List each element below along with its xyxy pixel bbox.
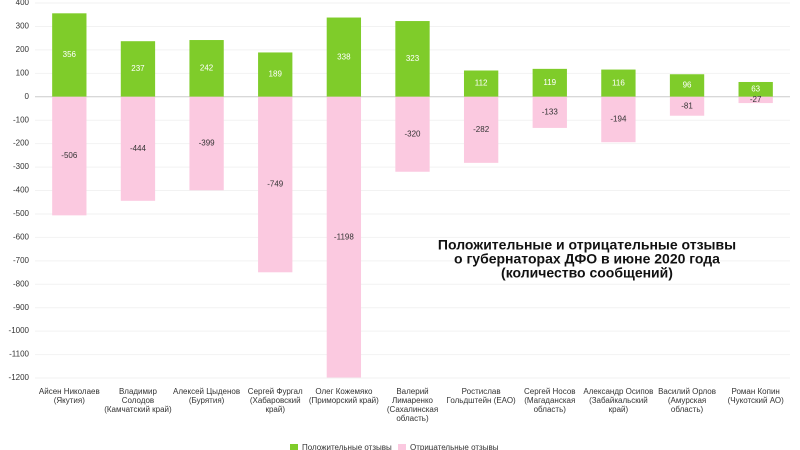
data-label: -194 xyxy=(610,115,627,124)
data-label: -1198 xyxy=(334,232,354,241)
x-tick-label: Солодов xyxy=(122,396,154,405)
legend-swatch xyxy=(398,444,406,450)
y-tick-label: 0 xyxy=(25,92,30,101)
y-tick-label: -300 xyxy=(13,162,30,171)
chart-title: о губернаторах ДФО в июне 2020 года xyxy=(454,251,720,267)
y-tick-label: -100 xyxy=(13,115,30,124)
bar xyxy=(601,96,636,143)
x-tick-label: (Бурятия) xyxy=(189,396,225,405)
x-tick-label: Олег Кожемяко xyxy=(315,387,373,396)
y-tick-label: -400 xyxy=(13,186,30,195)
y-tick-label: -200 xyxy=(13,139,30,148)
data-label: -749 xyxy=(267,180,284,189)
x-tick-label: Владимир xyxy=(119,387,158,396)
y-tick-label: -800 xyxy=(13,279,30,288)
data-label: 116 xyxy=(612,78,625,87)
bar xyxy=(738,96,773,104)
x-tick-label: (Забайкальский xyxy=(589,396,648,405)
bar xyxy=(669,74,705,97)
data-label: 96 xyxy=(683,81,692,90)
bar xyxy=(738,81,773,97)
data-label: 242 xyxy=(200,64,214,73)
y-tick-label: -700 xyxy=(13,256,30,265)
bar xyxy=(532,96,567,128)
bar xyxy=(189,96,224,191)
x-tick-label: Алексей Цыденов xyxy=(173,387,240,396)
x-tick-label: край) xyxy=(265,405,285,414)
bar xyxy=(258,96,293,273)
x-tick-label: область) xyxy=(671,405,704,414)
data-label: 356 xyxy=(63,50,77,59)
x-tick-label: (Магаданская xyxy=(524,396,575,405)
data-label: -81 xyxy=(681,101,693,110)
data-label: 119 xyxy=(543,78,556,87)
y-tick-label: -1100 xyxy=(9,350,29,359)
bar xyxy=(601,69,636,97)
y-tick-label: 100 xyxy=(16,68,30,77)
data-label: -282 xyxy=(473,125,490,134)
y-tick-label: -500 xyxy=(13,209,30,218)
chart-title: (количество сообщений) xyxy=(501,265,673,281)
data-label: -320 xyxy=(404,129,421,138)
x-tick-label: Гольдштейн (ЕАО) xyxy=(447,396,517,405)
data-label: -506 xyxy=(61,151,78,160)
data-label: 112 xyxy=(475,79,488,88)
bar xyxy=(326,96,362,378)
y-tick-label: -600 xyxy=(13,232,30,241)
bar xyxy=(189,40,224,97)
x-tick-label: (Чукотский АО) xyxy=(728,396,784,405)
y-tick-label: -900 xyxy=(13,303,30,312)
bar xyxy=(463,70,499,97)
y-tick-label: 400 xyxy=(16,0,30,7)
chart-title: Положительные и отрицательные отзывы xyxy=(438,237,736,253)
x-tick-label: Василий Орлов xyxy=(658,387,716,396)
data-label: -133 xyxy=(542,107,559,116)
x-tick-label: (Амурская xyxy=(668,396,706,405)
bar xyxy=(52,13,87,97)
x-tick-label: край) xyxy=(609,405,629,414)
x-tick-label: (Якутия) xyxy=(54,396,85,405)
data-label: -27 xyxy=(750,95,762,104)
x-tick-label: Роман Копин xyxy=(732,387,780,396)
bar xyxy=(395,21,430,97)
x-tick-label: (Камчатский край) xyxy=(104,405,172,414)
x-tick-label: (Сахалинская xyxy=(387,405,438,414)
legend-swatch xyxy=(290,444,298,450)
bar xyxy=(120,96,156,201)
data-label: 323 xyxy=(406,54,420,63)
data-label: 63 xyxy=(751,84,760,93)
y-tick-label: 200 xyxy=(16,45,30,54)
x-tick-label: Сергей Фургал xyxy=(248,387,303,396)
legend-label: Отрицательные отзывы xyxy=(410,443,499,450)
bar xyxy=(395,96,430,172)
bar xyxy=(52,96,87,216)
data-label: -444 xyxy=(130,144,147,153)
x-tick-label: Айсен Николаев xyxy=(39,387,100,396)
y-tick-label: -1200 xyxy=(9,373,30,382)
x-tick-label: Ростислав xyxy=(462,387,501,396)
bar xyxy=(669,96,705,116)
bar xyxy=(258,52,293,97)
data-label: 338 xyxy=(337,52,351,61)
bar xyxy=(532,68,567,97)
data-label: 189 xyxy=(269,70,283,79)
data-label: -399 xyxy=(199,139,216,148)
x-tick-label: Сергей Носов xyxy=(524,387,576,396)
bar xyxy=(120,41,156,97)
bar xyxy=(463,96,499,163)
x-tick-label: область) xyxy=(396,414,429,423)
x-tick-label: Александр Осипов xyxy=(583,387,653,396)
y-tick-label: -1000 xyxy=(9,326,30,335)
x-tick-label: Валерий xyxy=(396,387,428,396)
x-tick-label: (Хабаровский xyxy=(250,396,301,405)
bar xyxy=(326,17,362,97)
y-tick-label: 300 xyxy=(16,22,30,31)
data-label: 237 xyxy=(131,64,145,73)
x-tick-label: Лимаренко xyxy=(392,396,434,405)
x-tick-label: (Приморский край) xyxy=(309,396,379,405)
legend-label: Положительные отзывы xyxy=(302,443,392,450)
x-tick-label: область) xyxy=(534,405,567,414)
